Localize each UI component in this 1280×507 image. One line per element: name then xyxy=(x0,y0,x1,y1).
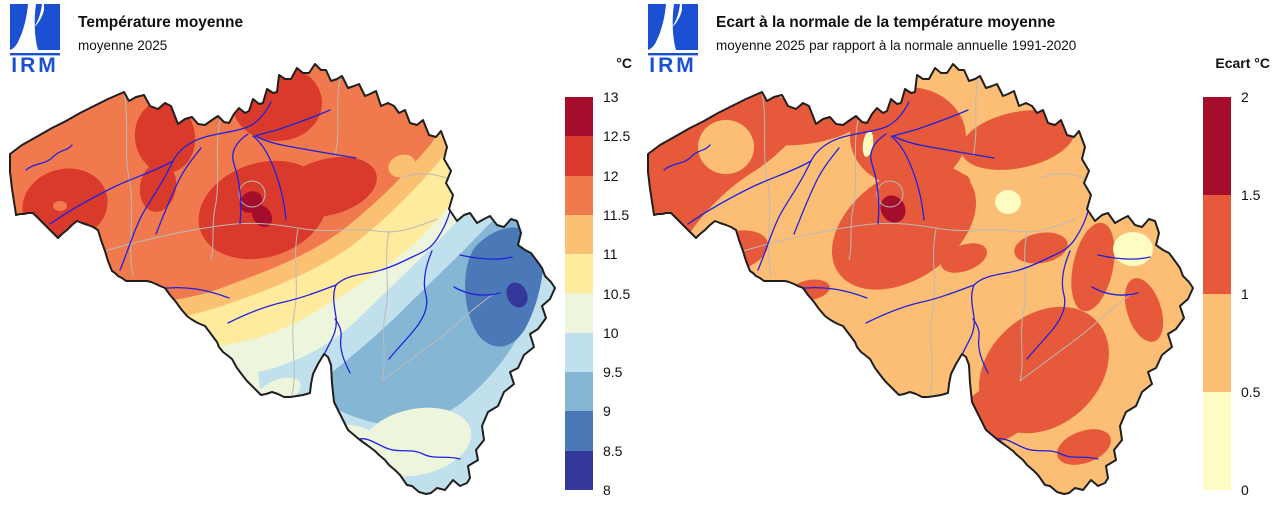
temperature-legend-bar xyxy=(565,97,593,490)
legend-tick: 1.5 xyxy=(1241,187,1261,204)
temperature-legend-unit: °C xyxy=(616,55,632,71)
anomaly-map-belgium xyxy=(647,63,1194,495)
legend-tick: 13 xyxy=(603,89,619,105)
left-map-title: Température moyenne xyxy=(78,14,244,31)
legend-tick: 11.5 xyxy=(603,206,630,223)
left-map-subtitle: moyenne 2025 xyxy=(78,38,168,53)
temperature-map-belgium xyxy=(9,63,556,495)
anomaly-legend-unit: Ecart °C xyxy=(1215,55,1270,71)
irm-logo-text: IRM xyxy=(11,54,59,76)
legend-tick: 9 xyxy=(603,403,611,420)
legend-tick: 0 xyxy=(1241,482,1249,498)
legend-tick: 10.5 xyxy=(603,285,631,302)
legend-tick: 12 xyxy=(603,167,619,184)
anomaly-legend: Ecart °C 2 1.5 1 0.5 0 xyxy=(1203,0,1280,507)
legend-tick: 11 xyxy=(603,246,618,263)
anomaly-legend-bar xyxy=(1203,97,1231,490)
legend-tick: 1 xyxy=(1241,285,1249,302)
temperature-legend: °C 13 12.5 12 11.5 11 10.5 10 9.5 9 8.5 … xyxy=(565,0,675,507)
legend-tick: 9.5 xyxy=(603,364,623,381)
legend-tick: 8.5 xyxy=(603,442,623,459)
legend-tick: 0.5 xyxy=(1241,383,1261,400)
legend-tick: 2 xyxy=(1241,89,1249,105)
irm-logo-text: IRM xyxy=(649,54,697,76)
irm-logo: IRM xyxy=(648,4,698,76)
right-map-subtitle: moyenne 2025 par rapport à la normale an… xyxy=(716,38,1077,53)
irm-logo: IRM xyxy=(10,4,60,76)
legend-tick: 10 xyxy=(603,324,619,341)
legend-tick: 8 xyxy=(603,482,611,498)
right-map-title: Ecart à la normale de la température moy… xyxy=(716,14,1056,31)
legend-tick: 12.5 xyxy=(603,128,631,145)
